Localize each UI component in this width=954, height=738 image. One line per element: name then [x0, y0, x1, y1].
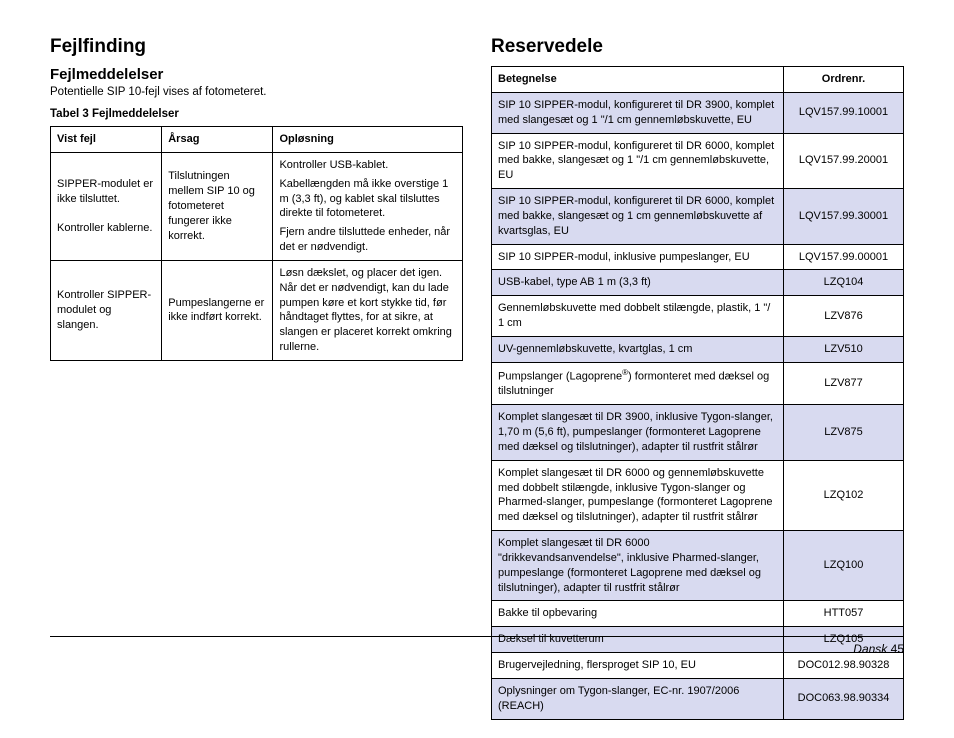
cell-ordernr: LZV510 — [784, 336, 904, 362]
cell-description: Pumpslanger (Lagoprene®) formonteret med… — [492, 362, 784, 404]
cell-description: SIP 10 SIPPER-modul, konfigureret til DR… — [492, 189, 784, 245]
table-row: Brugervejledning, flersproget SIP 10, EU… — [492, 653, 904, 679]
cell-ordernr: DOC012.98.90328 — [784, 653, 904, 679]
res-line: Kontroller USB-kablet. — [279, 158, 456, 173]
cell-ordernr: DOC063.98.90334 — [784, 678, 904, 719]
table-row: Oplysninger om Tygon-slanger, EC-nr. 190… — [492, 678, 904, 719]
cell-description: Brugervejledning, flersproget SIP 10, EU — [492, 653, 784, 679]
page-footer: Dansk 45 — [50, 636, 904, 656]
cell-description: Oplysninger om Tygon-slanger, EC-nr. 190… — [492, 678, 784, 719]
cell-description: SIP 10 SIPPER-modul, konfigureret til DR… — [492, 92, 784, 133]
footer-page: 45 — [891, 642, 904, 656]
cell-description: UV-gennemløbskuvette, kvartglas, 1 cm — [492, 336, 784, 362]
registered-icon: ® — [622, 368, 628, 377]
table-row: SIP 10 SIPPER-modul, konfigureret til DR… — [492, 133, 904, 189]
cell-description: USB-kabel, type AB 1 m (3,3 ft) — [492, 270, 784, 296]
cell-description: Komplet slangesæt til DR 6000 og genneml… — [492, 460, 784, 530]
cell-ordernr: LQV157.99.10001 — [784, 92, 904, 133]
heading-fejlfinding: Fejlfinding — [50, 36, 463, 58]
cell-resolution: Løsn dækslet, og placer det igen. Når de… — [273, 260, 463, 360]
page-content: Fejlfinding Fejlmeddelelser Potentielle … — [0, 0, 954, 738]
col-resolution: Opløsning — [273, 127, 463, 153]
table-row: Pumpslanger (Lagoprene®) formonteret med… — [492, 362, 904, 404]
parts-table: Betegnelse Ordrenr. SIP 10 SIPPER-modul,… — [491, 66, 904, 720]
cell-fault: Kontroller SIPPER-modulet og slangen. — [51, 260, 162, 360]
cell-description: SIP 10 SIPPER-modul, konfigureret til DR… — [492, 133, 784, 189]
cell-ordernr: HTT057 — [784, 601, 904, 627]
cell-cause: Tilslutningen mellem SIP 10 og fotometer… — [162, 152, 273, 260]
table-row: SIPPER-modulet er ikke tilsluttet. Kontr… — [51, 152, 463, 260]
left-column: Fejlfinding Fejlmeddelelser Potentielle … — [50, 36, 463, 720]
table-row: USB-kabel, type AB 1 m (3,3 ft)LZQ104 — [492, 270, 904, 296]
table-row: UV-gennemløbskuvette, kvartglas, 1 cmLZV… — [492, 336, 904, 362]
cell-description: SIP 10 SIPPER-modul, inklusive pumpeslan… — [492, 244, 784, 270]
cell-fault: SIPPER-modulet er ikke tilsluttet. Kontr… — [51, 152, 162, 260]
table-header-row: Betegnelse Ordrenr. — [492, 67, 904, 93]
col-description: Betegnelse — [492, 67, 784, 93]
heading-reservedele: Reservedele — [491, 36, 904, 58]
cell-ordernr: LQV157.99.30001 — [784, 189, 904, 245]
table-header-row: Vist fejl Årsag Opløsning — [51, 127, 463, 153]
res-line: Kabellængden må ikke overstige 1 m (3,3 … — [279, 177, 456, 222]
table-row: Komplet slangesæt til DR 6000 og genneml… — [492, 460, 904, 530]
cell-ordernr: LZV877 — [784, 362, 904, 404]
table-row: Komplet slangesæt til DR 3900, inklusive… — [492, 405, 904, 461]
res-line: Fjern andre tilsluttede enheder, når det… — [279, 225, 456, 255]
table-row: Bakke til opbevaringHTT057 — [492, 601, 904, 627]
cell-ordernr: LQV157.99.20001 — [784, 133, 904, 189]
cell-description: Komplet slangesæt til DR 6000 "drikkevan… — [492, 531, 784, 601]
table-row: Kontroller SIPPER-modulet og slangen. Pu… — [51, 260, 463, 360]
parts-body: SIP 10 SIPPER-modul, konfigureret til DR… — [492, 92, 904, 719]
table-row: Komplet slangesæt til DR 6000 "drikkevan… — [492, 531, 904, 601]
table-row: SIP 10 SIPPER-modul, konfigureret til DR… — [492, 189, 904, 245]
right-column: Reservedele Betegnelse Ordrenr. SIP 10 S… — [491, 36, 904, 720]
fault-text: SIPPER-modulet er ikke tilsluttet. — [57, 178, 153, 205]
footer-language: Dansk — [853, 642, 887, 656]
table-row: Gennemløbskuvette med dobbelt stilængde,… — [492, 296, 904, 337]
cell-resolution: Kontroller USB-kablet. Kabellængden må i… — [273, 152, 463, 260]
col-fault: Vist fejl — [51, 127, 162, 153]
cell-description: Komplet slangesæt til DR 3900, inklusive… — [492, 405, 784, 461]
heading-fejlmeddelelser: Fejlmeddelelser — [50, 66, 463, 83]
col-ordernr: Ordrenr. — [784, 67, 904, 93]
fault-text: Kontroller kablerne. — [57, 222, 152, 234]
error-table: Vist fejl Årsag Opløsning SIPPER-modulet… — [50, 126, 463, 361]
cell-description: Bakke til opbevaring — [492, 601, 784, 627]
table-row: SIP 10 SIPPER-modul, konfigureret til DR… — [492, 92, 904, 133]
intro-text: Potentielle SIP 10-fejl vises af fotomet… — [50, 86, 463, 98]
cell-ordernr: LZQ102 — [784, 460, 904, 530]
table-row: SIP 10 SIPPER-modul, inklusive pumpeslan… — [492, 244, 904, 270]
cell-description: Gennemløbskuvette med dobbelt stilængde,… — [492, 296, 784, 337]
col-cause: Årsag — [162, 127, 273, 153]
cell-ordernr: LZQ100 — [784, 531, 904, 601]
cell-ordernr: LQV157.99.00001 — [784, 244, 904, 270]
cell-ordernr: LZV875 — [784, 405, 904, 461]
table-caption: Tabel 3 Fejlmeddelelser — [50, 108, 463, 120]
cell-ordernr: LZQ104 — [784, 270, 904, 296]
cell-cause: Pumpeslangerne er ikke indført korrekt. — [162, 260, 273, 360]
cell-ordernr: LZV876 — [784, 296, 904, 337]
